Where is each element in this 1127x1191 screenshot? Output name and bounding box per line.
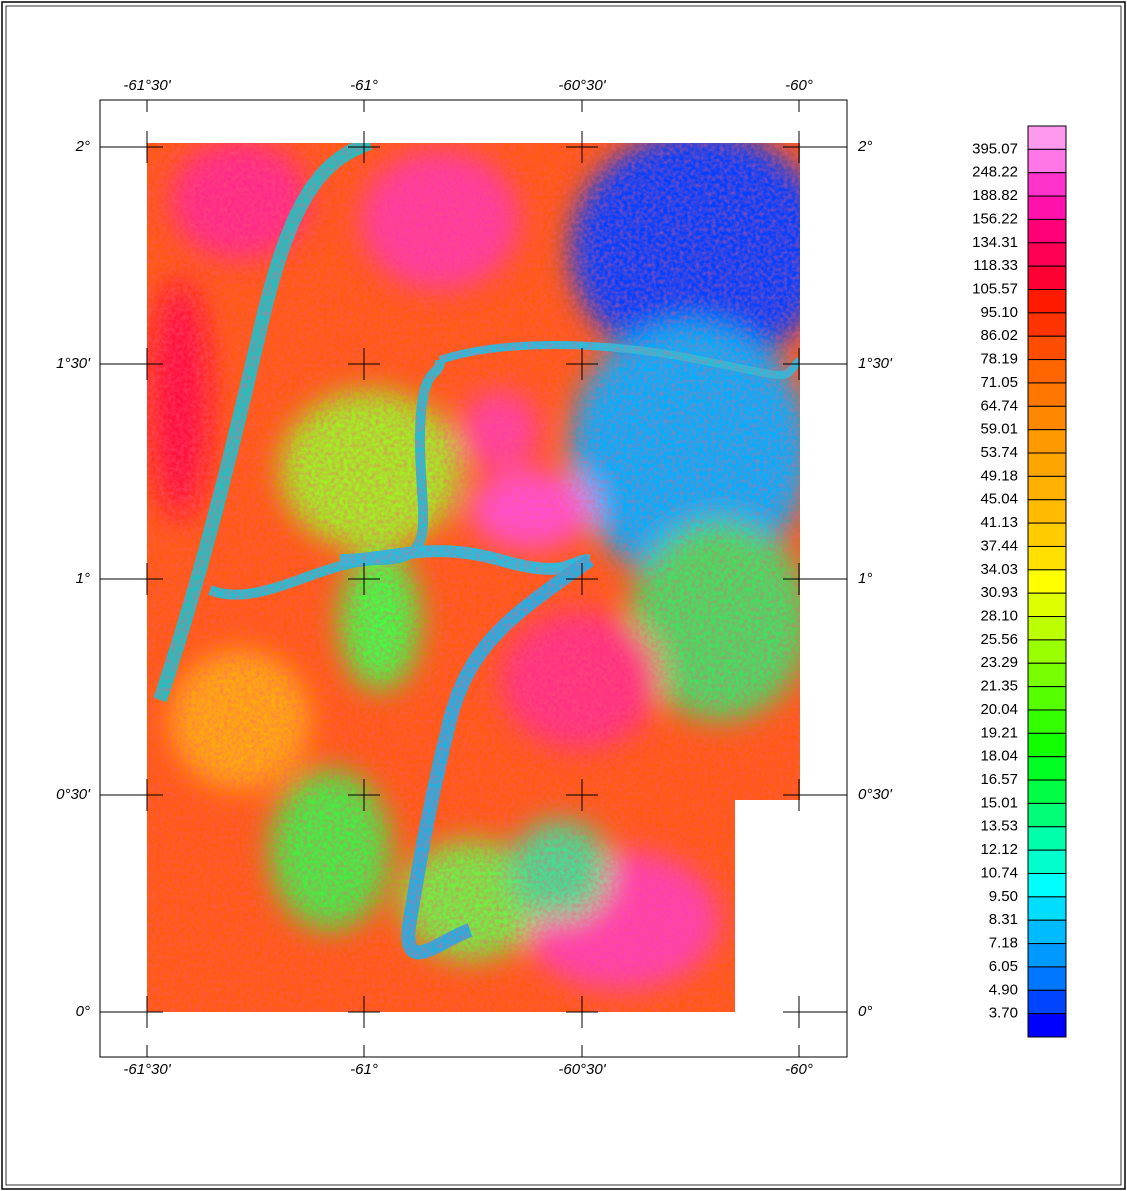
legend-swatch [1028,476,1066,499]
legend-swatch [1028,850,1066,873]
legend-label: 13.53 [980,818,1018,835]
legend-swatch [1028,920,1066,943]
legend-swatch [1028,336,1066,359]
legend-swatch [1028,243,1066,266]
legend-swatch [1028,430,1066,453]
legend-swatch [1028,663,1066,686]
legend-label: 28.10 [980,608,1018,625]
legend-swatch [1028,149,1066,172]
legend-label: 30.93 [980,584,1018,601]
y-label-left: 0°30' [56,786,91,803]
legend-swatch [1028,196,1066,219]
y-label-left: 1° [76,570,90,587]
legend-swatch [1028,313,1066,336]
y-label-left: 1°30' [56,355,91,372]
legend-label: 4.90 [989,981,1018,998]
x-label-top: -60° [785,77,813,94]
legend-label: 156.22 [972,210,1018,227]
y-label-right: 0°30' [858,786,893,803]
legend-label: 95.10 [980,304,1018,321]
x-label-top: -61° [350,77,378,94]
legend-swatch [1028,827,1066,850]
x-label-bottom: -61° [350,1061,378,1078]
legend-swatch [1028,967,1066,990]
legend-label: 134.31 [972,234,1018,251]
legend-swatch [1028,219,1066,242]
legend-label: 10.74 [980,864,1018,881]
legend-swatch [1028,733,1066,756]
legend-label: 19.21 [980,724,1018,741]
legend-swatch [1028,897,1066,920]
legend-swatch [1028,617,1066,640]
legend-label: 78.19 [980,351,1018,368]
legend-swatch [1028,453,1066,476]
page: -61°30' -61°30' -61° -61° -60°30' -60°30' -60°… [0,0,1127,1191]
legend-label: 118.33 [973,257,1018,274]
legend-label: 248.22 [972,164,1018,181]
legend-label: 3.70 [989,1005,1018,1022]
x-label-top: -60°30' [558,77,606,94]
legend-swatch [1028,126,1066,149]
legend-swatch [1028,780,1066,803]
legend-swatch [1028,383,1066,406]
legend-label: 9.50 [989,888,1018,905]
legend-label: 49.18 [980,467,1018,484]
legend-swatch [1028,640,1066,663]
y-label-right: 0° [858,1003,872,1020]
legend-label: 23.29 [980,654,1018,671]
legend-swatch [1028,360,1066,383]
legend-label: 71.05 [980,374,1018,391]
y-label-left: 2° [75,138,90,155]
legend-label: 59.01 [980,421,1018,438]
legend-label: 16.57 [980,771,1018,788]
legend-swatch [1028,173,1066,196]
legend-swatch [1028,570,1066,593]
legend-label: 64.74 [980,397,1018,414]
x-label-bottom: -61°30' [123,1061,171,1078]
legend-label: 45.04 [980,491,1018,508]
legend-swatch [1028,990,1066,1013]
y-label-right: 1°30' [858,355,893,372]
legend-label: 105.57 [972,280,1018,297]
legend-swatch [1028,406,1066,429]
legend-swatch [1028,757,1066,780]
legend-swatch [1028,546,1066,569]
legend-swatch [1028,803,1066,826]
legend-swatch [1028,500,1066,523]
legend-label: 8.31 [989,911,1018,928]
legend-swatch [1028,593,1066,616]
raster [147,130,830,1012]
legend-swatch [1028,710,1066,733]
x-label-top: -61°30' [123,77,171,94]
legend-label: 34.03 [980,561,1018,578]
legend-label: 7.18 [989,935,1018,952]
legend-swatch [1028,523,1066,546]
y-label-right: 2° [857,138,872,155]
legend-label: 37.44 [980,537,1018,554]
legend-label: 21.35 [980,678,1018,695]
legend-label: 188.82 [972,187,1018,204]
legend-label: 41.13 [980,514,1018,531]
legend-label: 25.56 [980,631,1018,648]
legend-label: 18.04 [980,748,1018,765]
legend-swatch [1028,944,1066,967]
legend-label: 53.74 [980,444,1018,461]
legend-label: 20.04 [980,701,1018,718]
legend-swatch [1028,266,1066,289]
legend-label: 12.12 [980,841,1018,858]
legend-swatch [1028,873,1066,896]
y-label-right: 1° [858,570,872,587]
legend-swatch [1028,290,1066,313]
legend-label: 6.05 [989,958,1018,975]
y-label-left: 0° [76,1003,90,1020]
x-label-bottom: -60°30' [558,1061,606,1078]
legend-label: 395.07 [972,140,1018,157]
legend-swatch [1028,687,1066,710]
x-label-bottom: -60° [785,1061,813,1078]
legend-swatch [1028,1014,1066,1037]
legend-label: 86.02 [980,327,1018,344]
legend-label: 15.01 [980,794,1018,811]
